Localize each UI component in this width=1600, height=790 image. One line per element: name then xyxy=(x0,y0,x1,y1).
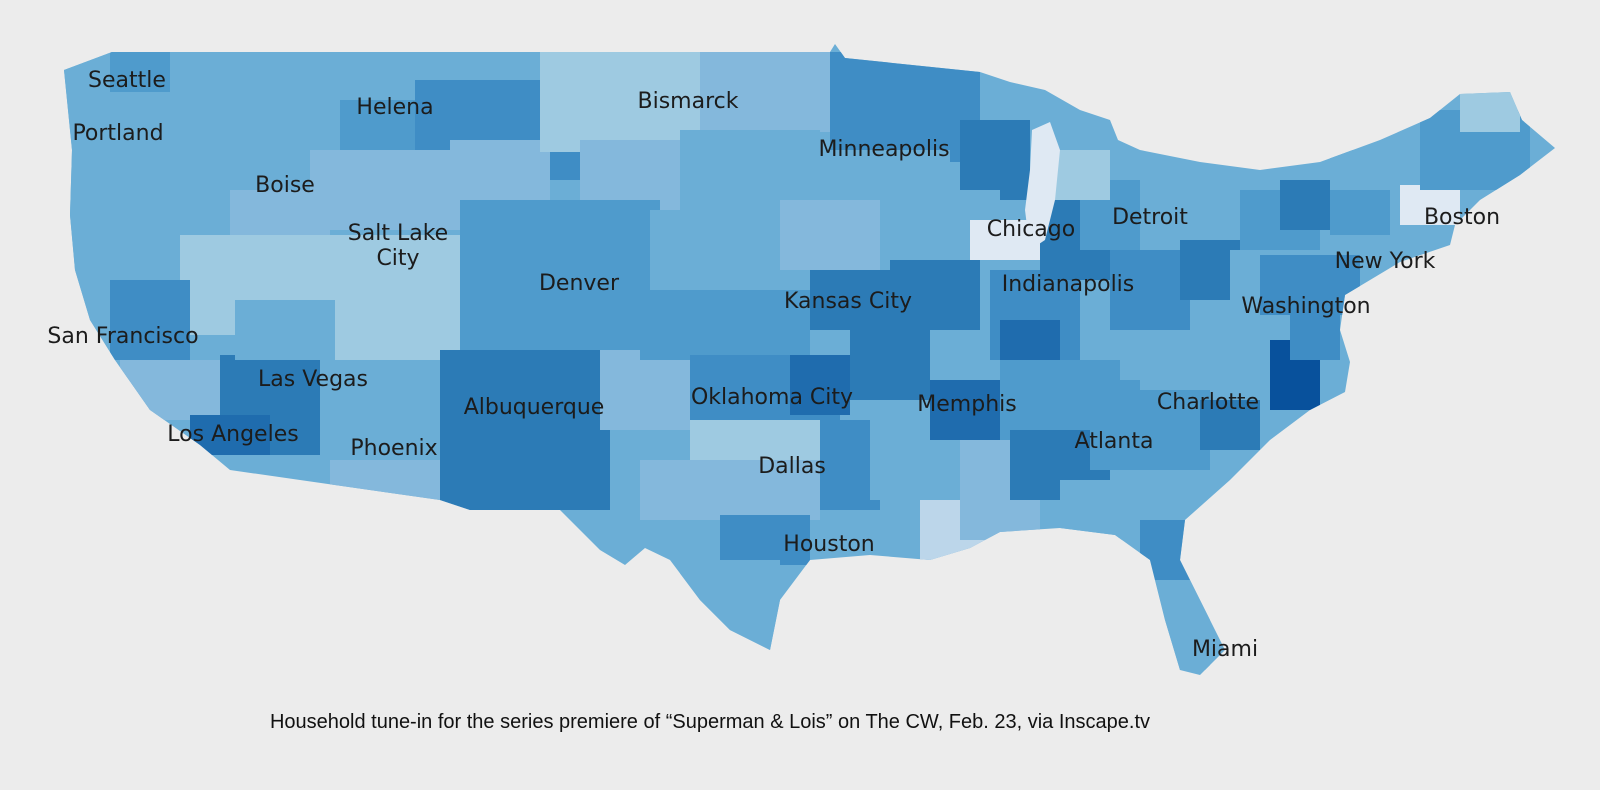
city-label-helena: Helena xyxy=(356,95,433,120)
city-label-indianapolis: Indianapolis xyxy=(1002,272,1135,297)
city-label-houston: Houston xyxy=(783,532,874,557)
city-label-bismarck: Bismarck xyxy=(638,89,739,114)
city-labels: Seattle Portland Boise Helena Bismarck M… xyxy=(47,68,1500,662)
city-label-portland: Portland xyxy=(72,121,163,146)
city-label-new-york: New York xyxy=(1335,249,1436,274)
city-label-las-vegas: Las Vegas xyxy=(258,367,368,392)
city-label-washington: Washington xyxy=(1241,294,1370,319)
city-label-seattle: Seattle xyxy=(88,68,166,93)
city-label-chicago: Chicago xyxy=(987,217,1075,242)
city-label-kansas-city: Kansas City xyxy=(784,289,912,314)
city-label-oklahoma-city: Oklahoma City xyxy=(691,385,853,410)
city-label-salt-lake-city-line2: City xyxy=(376,246,419,271)
city-label-boise: Boise xyxy=(255,173,315,198)
city-label-albuquerque: Albuquerque xyxy=(464,395,605,420)
city-label-atlanta: Atlanta xyxy=(1075,429,1154,454)
city-label-los-angeles: Los Angeles xyxy=(167,422,298,447)
city-label-phoenix: Phoenix xyxy=(350,436,437,461)
city-label-san-francisco: San Francisco xyxy=(47,324,198,349)
lake-michigan xyxy=(1025,122,1060,250)
map-caption: Household tune-in for the series premier… xyxy=(269,711,1151,733)
city-label-dallas: Dallas xyxy=(758,454,826,479)
city-label-salt-lake-city-line1: Salt Lake xyxy=(348,221,448,246)
city-label-memphis: Memphis xyxy=(917,392,1016,417)
city-label-minneapolis: Minneapolis xyxy=(818,137,949,162)
city-label-miami: Miami xyxy=(1192,637,1258,662)
city-label-detroit: Detroit xyxy=(1112,205,1188,230)
city-label-boston: Boston xyxy=(1424,205,1500,230)
city-label-charlotte: Charlotte xyxy=(1157,390,1259,415)
city-label-denver: Denver xyxy=(539,271,620,296)
